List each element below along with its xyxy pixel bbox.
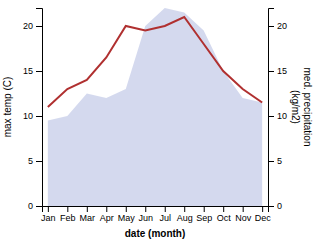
tick: Feb: [60, 206, 76, 223]
tick-label: 10: [23, 111, 33, 121]
tick-label: 15: [23, 66, 33, 76]
tick-mark: [262, 206, 263, 212]
tick-label: 0: [28, 201, 33, 211]
tick-label: Nov: [235, 213, 252, 223]
tick-mark: [268, 116, 274, 117]
tick-label: 0: [277, 201, 282, 211]
tick-mark: [184, 206, 185, 212]
tick: 20: [268, 21, 287, 31]
tick: 5: [268, 156, 282, 166]
y-axis: 0 5 10 15 20: [23, 9, 43, 212]
tick-label: Sep: [196, 213, 212, 223]
tick: Jul: [159, 206, 171, 223]
tick: Nov: [235, 206, 252, 223]
tick-label: 10: [277, 111, 287, 121]
tick-label: May: [118, 213, 136, 223]
y-axis-title: max temp (C): [2, 77, 13, 138]
tick-label: Dec: [255, 213, 272, 223]
tick: 15: [23, 66, 42, 76]
tick-mark: [48, 206, 49, 212]
tick: Apr: [100, 206, 114, 223]
tick: Jun: [139, 206, 154, 223]
tick-mark: [268, 161, 274, 162]
tick-mark: [268, 26, 274, 27]
tick-mark: [223, 206, 224, 212]
tick: Mar: [80, 206, 96, 223]
tick-label: 20: [277, 21, 287, 31]
tick-label: Apr: [100, 213, 114, 223]
tick: 15: [268, 66, 287, 76]
tick: Oct: [217, 206, 232, 223]
tick: Dec: [255, 206, 272, 223]
tick-mark: [268, 206, 274, 207]
tick-label: Aug: [177, 213, 193, 223]
axis-line: [36, 9, 43, 207]
x-axis-title: date (month): [125, 228, 186, 239]
y2-axis-title: med. precipitation(kg/m2): [290, 68, 313, 147]
tick-mark: [165, 206, 166, 212]
chart: Jan Feb Mar Apr MayJun Jul AugSep OctNovDec 0 5 10…: [0, 0, 318, 242]
y2-axis: 0 5 10 15 20: [268, 9, 287, 212]
tick-label: Jan: [41, 213, 56, 223]
tick-mark: [87, 206, 88, 212]
tick-label: 5: [28, 156, 33, 166]
tick-mark: [126, 206, 127, 212]
tick-label: 15: [277, 66, 287, 76]
marks: [48, 8, 262, 206]
tick-mark: [243, 206, 244, 212]
axis-line: [269, 9, 275, 207]
plot: Jan Feb Mar Apr MayJun Jul AugSep OctNovDec 0 5 10…: [2, 8, 313, 239]
tick: 5: [28, 156, 42, 166]
axis-line: [43, 207, 269, 213]
tick-label: Mar: [80, 213, 96, 223]
tick-mark: [36, 71, 42, 72]
tick: 0: [28, 201, 42, 211]
tick: May: [118, 206, 136, 223]
tick-mark: [36, 161, 42, 162]
tick-mark: [36, 206, 42, 207]
tick-label: Jun: [139, 213, 154, 223]
tick-mark: [268, 71, 274, 72]
tick-label: 5: [277, 156, 282, 166]
tick-mark: [204, 206, 205, 212]
tick-label: Jul: [159, 213, 171, 223]
tick-mark: [145, 206, 146, 212]
tick: Aug: [177, 206, 193, 223]
tick: 10: [23, 111, 42, 121]
tick-mark: [67, 206, 68, 212]
tick-mark: [36, 26, 42, 27]
tick: Sep: [196, 206, 212, 223]
x-axis: Jan Feb Mar Apr MayJun Jul AugSep OctNovDec: [41, 206, 271, 223]
tick: 0: [268, 201, 282, 211]
tick-label: 20: [23, 21, 33, 31]
tick: 10: [268, 111, 287, 121]
tick-mark: [106, 206, 107, 212]
line: [48, 17, 262, 107]
tick: Jan: [41, 206, 56, 223]
tick: 20: [23, 21, 42, 31]
tick-label: Feb: [60, 213, 76, 223]
tick-mark: [36, 116, 42, 117]
area: [48, 8, 262, 206]
tick-label: Oct: [217, 213, 232, 223]
